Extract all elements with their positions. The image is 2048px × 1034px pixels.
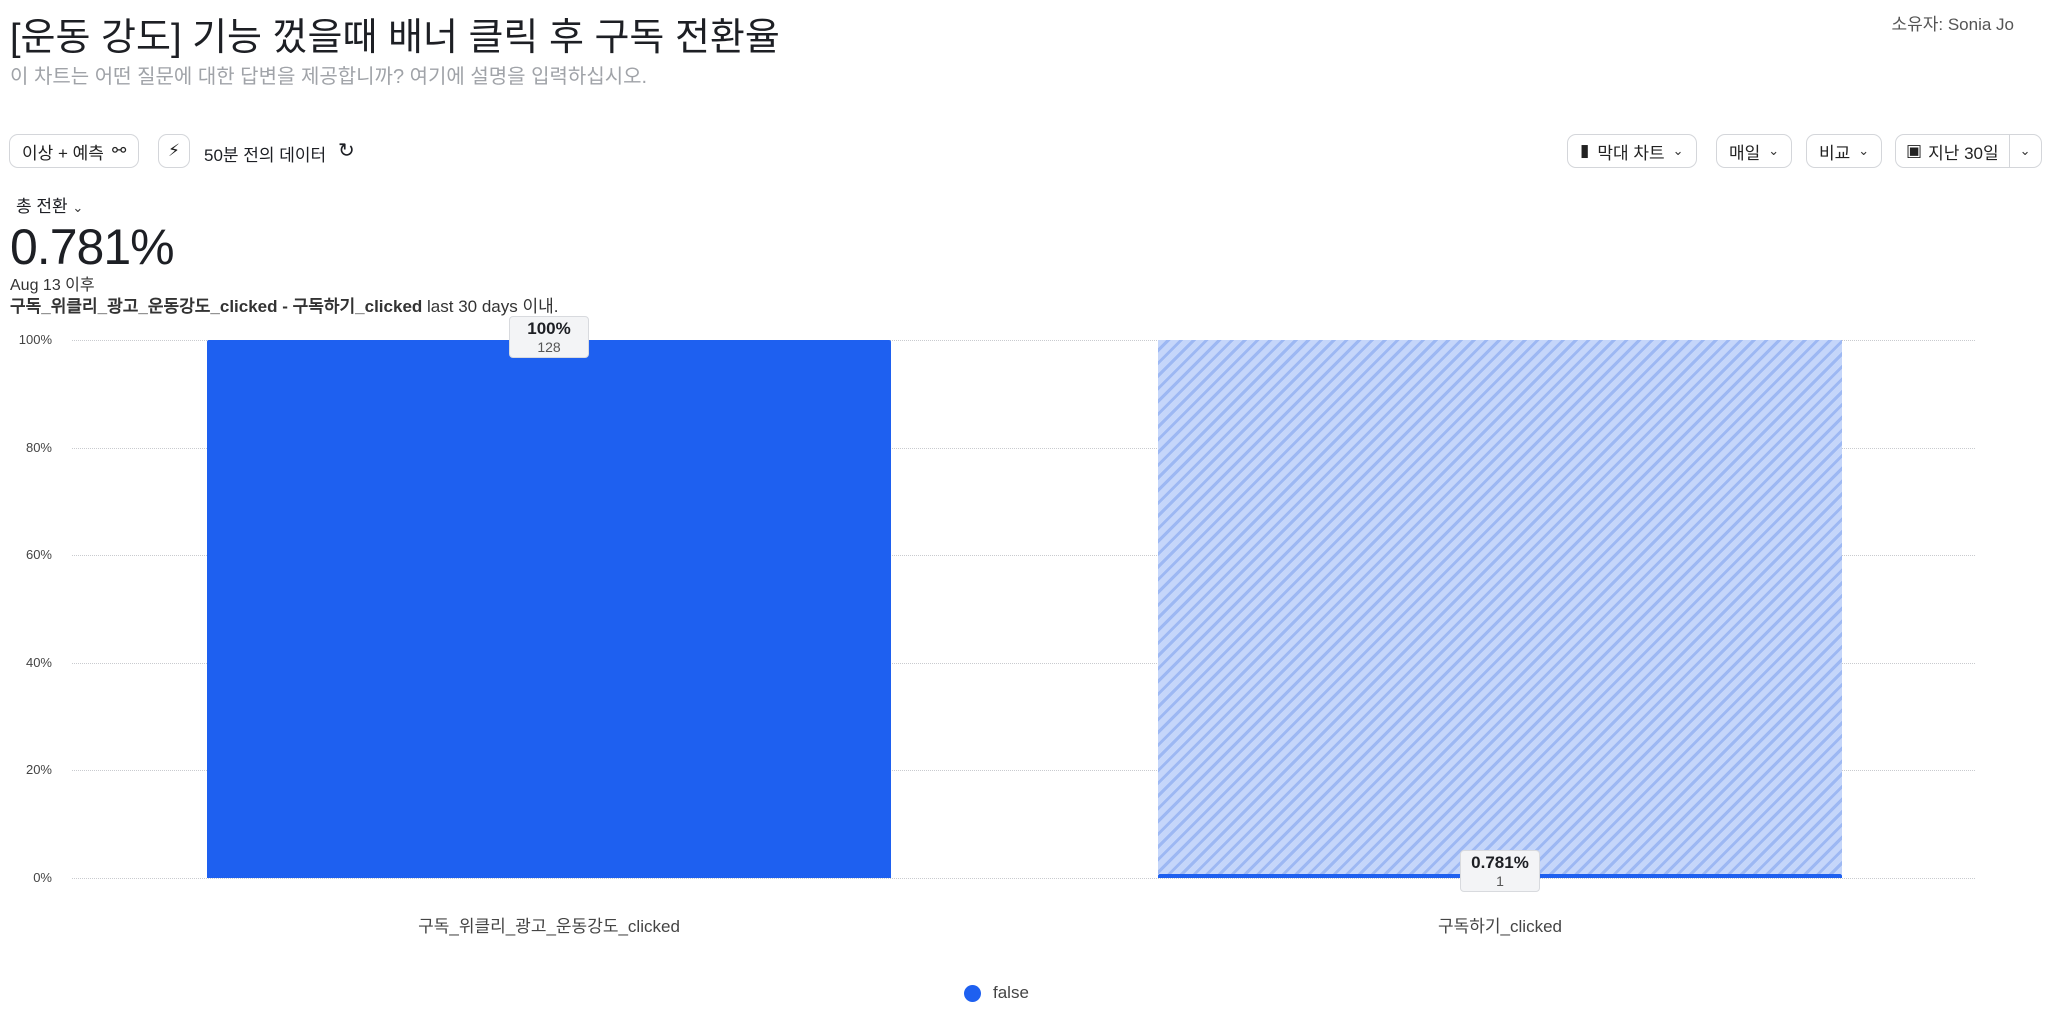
chevron-down-icon: ⌄ <box>1672 143 1684 158</box>
lightning-button[interactable]: ⚡ <box>158 134 190 168</box>
calendar-icon: ▣ <box>1906 141 1923 160</box>
date-range-label: 지난 30일 <box>1928 143 1999 163</box>
lightning-icon: ⚡ <box>168 141 180 160</box>
anomaly-label: 이상 + 예측 <box>22 143 104 163</box>
gridline <box>72 555 1975 557</box>
dropoff-bar[interactable] <box>1158 340 1842 874</box>
metric-selector[interactable]: 총 전환 ⌄ <box>16 192 83 217</box>
y-tick-label: 0% <box>33 870 52 885</box>
y-tick-label: 60% <box>25 547 52 563</box>
bar[interactable] <box>207 340 891 878</box>
chevron-down-icon: ⌄ <box>72 200 84 215</box>
legend-item[interactable]: false <box>964 983 1029 1003</box>
anomaly-forecast-button[interactable]: 이상 + 예측 ⚯ <box>9 134 140 168</box>
bar-value-tooltip: 0.781% 1 <box>1460 849 1540 892</box>
gridline <box>72 447 1975 449</box>
refresh-icon[interactable]: ↻ <box>338 140 355 162</box>
y-tick-label: 80% <box>25 439 52 455</box>
chart-description[interactable]: 이 차트는 어떤 질문에 대한 답변을 제공합니까? 여기에 설명을 입력하십시… <box>10 66 648 88</box>
chart-type-dropdown[interactable]: ▮ 막대 차트 ⌄ <box>1567 134 1697 168</box>
bar-percent-label: 100% <box>527 319 571 338</box>
compare-label: 비교 <box>1819 143 1851 163</box>
owner-label: 소유자: Sonia Jo <box>1891 15 2014 34</box>
bar-chart-icon: ▮ <box>1580 141 1590 160</box>
bar-percent-label: 0.781% <box>1471 852 1529 872</box>
funnel-window: last 30 days 이내. <box>427 297 559 316</box>
metric-selector-label: 총 전환 <box>16 197 68 216</box>
gridline <box>72 662 1975 664</box>
data-age: 50분 전의 데이터 <box>204 146 327 165</box>
legend-label: false <box>993 983 1029 1002</box>
funnel-summary: 구독_위클리_광고_운동강도_clicked - 구독하기_clicked la… <box>10 292 558 317</box>
gridline <box>72 878 1975 879</box>
funnel-steps: 구독_위클리_광고_운동강도_clicked - 구독하기_clicked <box>10 297 423 316</box>
bar-count-label: 1 <box>1496 872 1504 889</box>
gridline <box>72 340 1975 341</box>
chevron-down-icon: ⌄ <box>1858 143 1870 158</box>
bar-count-label: 128 <box>537 339 561 355</box>
y-tick-label: 100% <box>18 332 52 347</box>
metric-value: 0.781% <box>10 219 175 275</box>
y-tick-label: 40% <box>25 654 52 670</box>
interval-label: 매일 <box>1729 143 1761 163</box>
x-tick-label: 구독_위클리_광고_운동강도_clicked <box>418 917 680 936</box>
metric-since: Aug 13 이후 <box>10 277 95 294</box>
compare-dropdown[interactable]: 비교 ⌄ <box>1806 134 1883 168</box>
chevron-down-icon[interactable]: ⌄ <box>2008 135 2041 167</box>
interval-dropdown[interactable]: 매일 ⌄ <box>1716 134 1793 168</box>
x-tick-label: 구독하기_clicked <box>1438 917 1562 936</box>
bar-value-tooltip: 100% 128 <box>509 316 589 358</box>
sparkle-icon: ⚯ <box>111 141 127 160</box>
chevron-down-icon: ⌄ <box>1768 143 1780 158</box>
date-range-dropdown[interactable]: ▣ 지난 30일 ⌄ <box>1895 134 2042 168</box>
chart-type-label: 막대 차트 <box>1597 143 1665 163</box>
gridline <box>72 770 1975 772</box>
page-title: [운동 강도] 기능 껐을때 배너 클릭 후 구독 전환율 <box>10 17 780 59</box>
legend-dot-icon <box>964 984 981 1002</box>
y-tick-label: 20% <box>25 762 52 778</box>
